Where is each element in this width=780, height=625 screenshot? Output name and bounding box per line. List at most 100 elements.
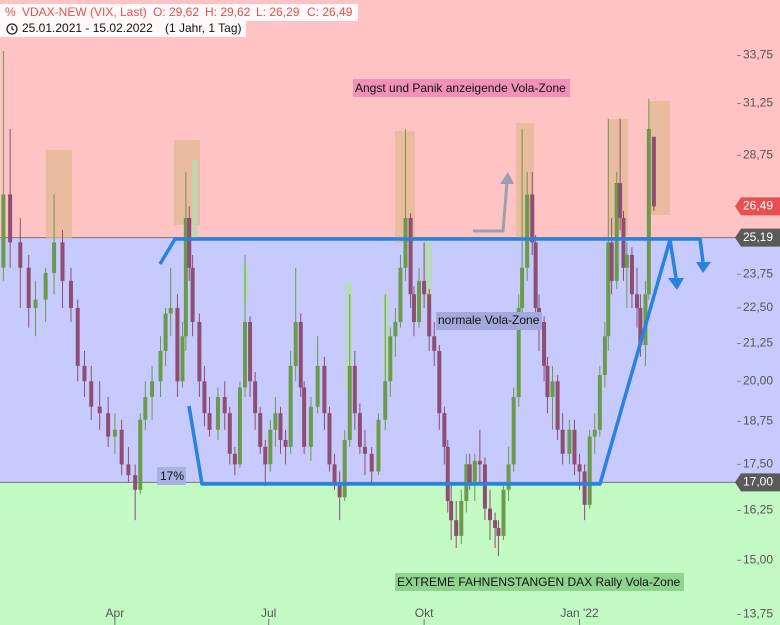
y-tick-label: 21,25 — [743, 336, 773, 350]
candle-body — [18, 242, 23, 268]
period: (1 Jahr, 1 Tag) — [165, 21, 242, 35]
candle-body — [202, 381, 207, 414]
candle-body — [577, 464, 582, 472]
candle-body — [422, 280, 427, 295]
candle-body — [43, 272, 48, 300]
candle-body — [506, 464, 511, 490]
candle-body — [427, 294, 432, 337]
candle-body — [459, 501, 464, 536]
x-tick-label: Okt — [415, 606, 434, 620]
candle-body — [207, 413, 212, 430]
candle-body — [253, 381, 258, 414]
candle-body — [26, 267, 31, 308]
y-tick-label: 31,25 — [743, 96, 773, 110]
candle-body — [388, 336, 393, 382]
candle-body — [342, 439, 347, 498]
annotation-bg — [436, 312, 542, 330]
candle-body — [555, 381, 560, 430]
candle-body — [408, 217, 413, 295]
candle-body — [550, 381, 555, 398]
ohlc-label: O: 29,62 — [153, 5, 199, 19]
trend-lines — [158, 237, 711, 486]
candle-body — [315, 365, 320, 407]
candle-body — [646, 128, 651, 295]
candle-body — [530, 194, 535, 243]
candle-body — [180, 336, 185, 382]
trend-line — [187, 239, 672, 486]
candle-body — [533, 242, 538, 308]
candle-body — [449, 501, 454, 521]
candle-body — [82, 365, 87, 382]
candle-body — [362, 446, 367, 454]
trend-line — [158, 237, 705, 265]
candle-body — [383, 381, 388, 420]
annotations: Angst und Panik anzeigende Vola-Zone nor… — [157, 79, 684, 591]
candle-body — [496, 527, 501, 536]
axes: 33,75 31,25 28,75 23,75 22,50 21,25 20,00 18,75… — [106, 48, 780, 625]
candle-body — [411, 294, 416, 322]
highlight-box — [192, 160, 198, 238]
candle-body — [516, 307, 521, 398]
candle-body — [618, 183, 623, 218]
candle-body — [403, 217, 408, 268]
candle-body — [138, 419, 143, 490]
candle-body — [273, 413, 278, 430]
candle-body — [175, 307, 180, 382]
price-badge-label: 17,00 — [743, 475, 773, 489]
price-badge-label: 26,49 — [743, 198, 773, 212]
header: % VDAX-NEW (VIX, Last) O: 29,62 H: 29,62… — [0, 4, 358, 37]
candle-body — [609, 242, 614, 281]
annotation: Angst und Panik anzeigende Vola-Zone — [355, 81, 566, 95]
ohlc-label: C: 26,49 — [307, 5, 353, 19]
gray-arrow — [473, 172, 514, 233]
candle-body — [621, 217, 626, 268]
candle-body — [417, 280, 422, 322]
candle-body — [163, 313, 168, 351]
y-tick-label: 33,75 — [743, 48, 773, 62]
candle-body — [150, 381, 155, 398]
y-tick-label: 15,00 — [743, 553, 773, 567]
candle-body — [454, 520, 459, 536]
ohlc-label: L: 26,29 — [256, 5, 300, 19]
price-badge-label: 25,19 — [743, 230, 773, 244]
candle-body — [393, 321, 398, 337]
candle-body — [263, 446, 268, 465]
candle-body — [635, 294, 639, 308]
highlight-box — [424, 240, 432, 305]
annotation: 17% — [160, 469, 184, 483]
candle-body — [283, 439, 288, 447]
candle-body — [376, 419, 381, 472]
annotation-bg — [353, 79, 570, 97]
candles — [1, 50, 656, 557]
header-icon: % — [5, 5, 16, 19]
highlight-box — [383, 295, 389, 378]
candle-body — [190, 267, 195, 322]
candle-body — [545, 365, 550, 398]
candle-body — [482, 464, 487, 509]
candle-body — [582, 471, 587, 505]
clock-icon — [6, 23, 18, 35]
candle-body — [126, 464, 131, 476]
candle-body — [268, 429, 273, 465]
candle-body — [237, 387, 242, 465]
candle-body — [501, 489, 506, 536]
candle-body — [232, 453, 237, 465]
candle-body — [525, 194, 530, 268]
candle-body — [293, 321, 298, 366]
candle-body — [97, 406, 102, 414]
candle-body — [352, 365, 357, 414]
candle-body — [248, 321, 253, 382]
highlight-box — [395, 131, 415, 243]
highlight-box — [516, 123, 534, 238]
candle-body — [445, 446, 450, 502]
y-tick-label: 13,75 — [743, 607, 773, 621]
candle-body — [89, 381, 94, 407]
candle-body — [520, 267, 525, 308]
date-range: 25.01.2021 - 15.02.2022 — [22, 21, 153, 35]
candle-body — [243, 321, 247, 388]
y-tick-label: 17,50 — [743, 457, 773, 471]
highlight-box — [608, 119, 628, 235]
ohlc-label: H: 29,62 — [205, 5, 251, 19]
candle-body — [183, 217, 188, 337]
